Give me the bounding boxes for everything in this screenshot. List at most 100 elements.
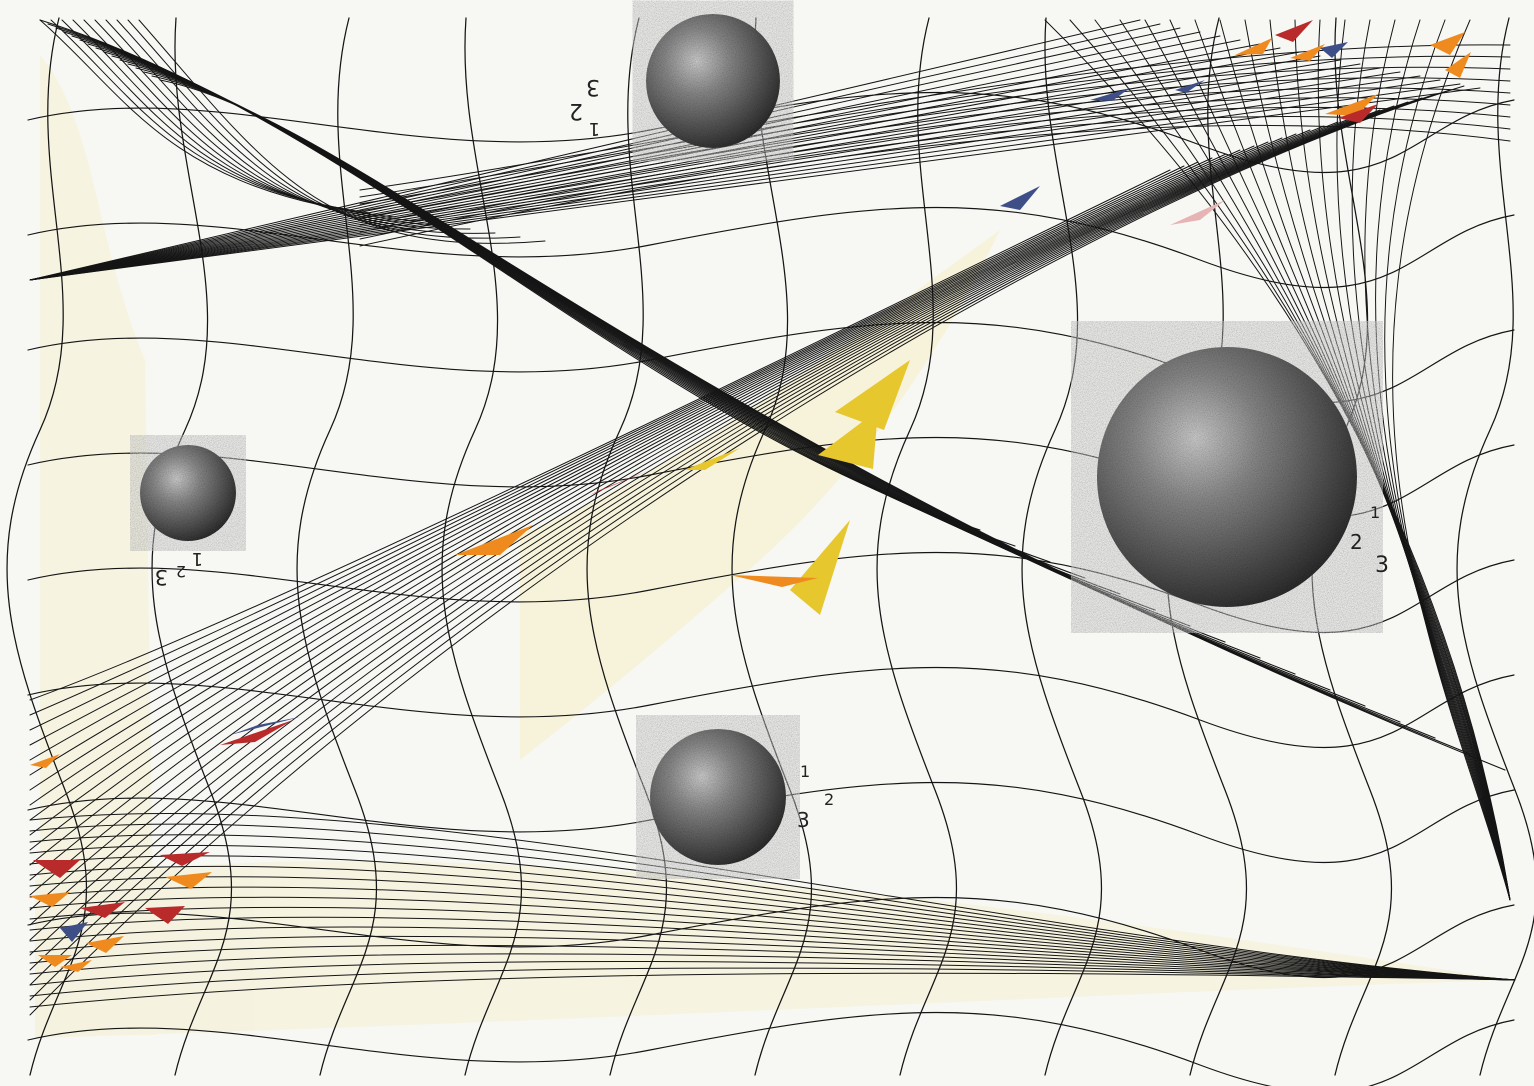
red-shard — [590, 470, 650, 495]
converging-line — [105, 19, 471, 230]
blue-shard — [1090, 88, 1130, 101]
converging-line — [29, 137, 1283, 821]
converging-line — [29, 83, 1461, 281]
orange-shard — [455, 525, 533, 555]
red-shard — [145, 906, 185, 924]
vertical-wave-line — [1021, 17, 1103, 1076]
converging-line — [1169, 19, 1511, 901]
converging-line — [29, 886, 1516, 981]
converging-line — [39, 19, 321, 206]
converging-line — [359, 87, 1511, 219]
converging-line — [50, 19, 346, 210]
vertical-wave-line — [586, 17, 668, 1076]
converging-line — [1351, 19, 1511, 901]
converging-line — [159, 79, 1506, 771]
converging-line — [1194, 19, 1511, 901]
red-shard — [1275, 20, 1313, 42]
converging-line — [1144, 19, 1511, 901]
vertical-wave-line — [1311, 17, 1393, 1076]
yellow-shard — [835, 360, 910, 430]
converging-line — [29, 813, 1516, 981]
red-shard — [33, 860, 80, 878]
red-shard — [220, 720, 293, 745]
pale-yellow-wash-center — [520, 230, 1000, 760]
orange-shard — [86, 936, 124, 953]
converging-line — [1336, 19, 1511, 901]
converging-line — [29, 926, 1516, 981]
converging-line — [29, 169, 1171, 701]
vertical-wave-line — [441, 17, 523, 1076]
converging-line — [29, 51, 1301, 281]
horizontal-wave-line — [27, 1011, 1515, 1086]
converging-line — [359, 124, 1511, 247]
converging-line — [29, 125, 1325, 866]
left-sphere-label-one: 1 — [192, 548, 203, 569]
sphere-labels: 3 2 1 1 2 3 1 2 3 1 2 3 — [155, 74, 1389, 832]
converging-line — [29, 145, 1255, 791]
converging-line — [29, 113, 1367, 911]
converging-line — [29, 101, 1409, 956]
red-shard — [160, 852, 210, 866]
red-shard — [80, 902, 125, 918]
converging-line — [94, 19, 446, 226]
converging-line — [29, 93, 1437, 986]
converging-line — [29, 27, 1181, 281]
vertical-wave-line — [151, 17, 233, 1076]
converging-line — [29, 87, 1481, 281]
converging-line — [1364, 19, 1511, 901]
converging-line — [29, 89, 1451, 1001]
converging-line — [29, 85, 1465, 1016]
converging-line — [359, 116, 1511, 240]
converging-line — [1269, 19, 1511, 901]
converging-line — [29, 953, 1516, 981]
converging-line — [29, 31, 1201, 281]
converging-line-fans — [29, 19, 1516, 1016]
pale-yellow-wash-bottom — [35, 861, 1510, 1038]
top-sphere-label-two: 2 — [569, 98, 583, 123]
converging-line — [29, 19, 1141, 281]
blue-shard — [1000, 186, 1040, 210]
converging-line — [1375, 19, 1511, 901]
horizontal-wave-line — [27, 91, 1515, 173]
converging-line — [29, 161, 1199, 731]
blue-shard — [60, 922, 88, 942]
orange-shard — [30, 754, 60, 768]
converging-line — [359, 55, 1511, 198]
orange-shard — [60, 960, 92, 972]
converging-line — [29, 43, 1261, 281]
converging-line — [29, 133, 1297, 836]
orange-shard — [1325, 94, 1378, 116]
converging-line — [127, 19, 521, 239]
yellow-shard — [684, 448, 740, 470]
converging-line — [29, 67, 1381, 281]
blue-shard — [1175, 80, 1205, 93]
orange-shard — [165, 872, 212, 889]
right-sphere-label-two: 2 — [1350, 530, 1363, 554]
converging-line — [1392, 19, 1511, 901]
converging-line — [29, 153, 1227, 761]
converging-line — [1219, 19, 1511, 901]
converging-line — [359, 66, 1511, 205]
converging-line — [29, 105, 1395, 941]
converging-line — [29, 165, 1185, 716]
left-sphere-label-two: 2 — [176, 562, 186, 581]
converging-line — [29, 865, 1516, 981]
converging-line — [138, 19, 546, 244]
horizontal-wave-line — [27, 436, 1515, 518]
converging-line — [29, 121, 1339, 881]
orange-shard — [30, 892, 70, 907]
converging-line — [29, 916, 1516, 981]
orange-shard — [1235, 38, 1272, 55]
converging-line — [29, 109, 1381, 926]
orange-shard — [1290, 44, 1325, 61]
converging-line — [359, 106, 1511, 233]
converging-line — [29, 876, 1516, 981]
converging-line — [29, 834, 1516, 981]
yellow-shard — [818, 410, 878, 469]
left-sphere — [140, 445, 236, 541]
converging-line — [29, 117, 1353, 896]
converging-line — [29, 157, 1213, 746]
converging-line — [1384, 19, 1511, 901]
converging-line — [29, 972, 1516, 1008]
pink-shard — [1170, 200, 1225, 225]
